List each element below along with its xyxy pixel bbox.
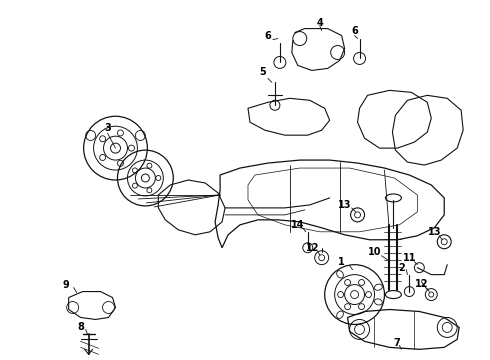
Text: 4: 4 [317,18,323,28]
Text: 10: 10 [368,247,381,257]
Text: 14: 14 [291,220,305,230]
Text: 13: 13 [338,200,351,210]
Text: 2: 2 [398,263,405,273]
Text: 12: 12 [306,243,319,253]
Text: 13: 13 [427,227,441,237]
Text: 1: 1 [338,257,345,267]
Text: 12: 12 [415,279,428,289]
Text: 8: 8 [77,323,84,332]
Text: 3: 3 [104,123,111,133]
Text: 7: 7 [393,338,400,348]
Text: 6: 6 [265,31,271,41]
Text: 11: 11 [403,253,416,263]
Text: 9: 9 [62,280,69,289]
Text: 5: 5 [260,67,266,77]
Text: 6: 6 [351,26,358,36]
